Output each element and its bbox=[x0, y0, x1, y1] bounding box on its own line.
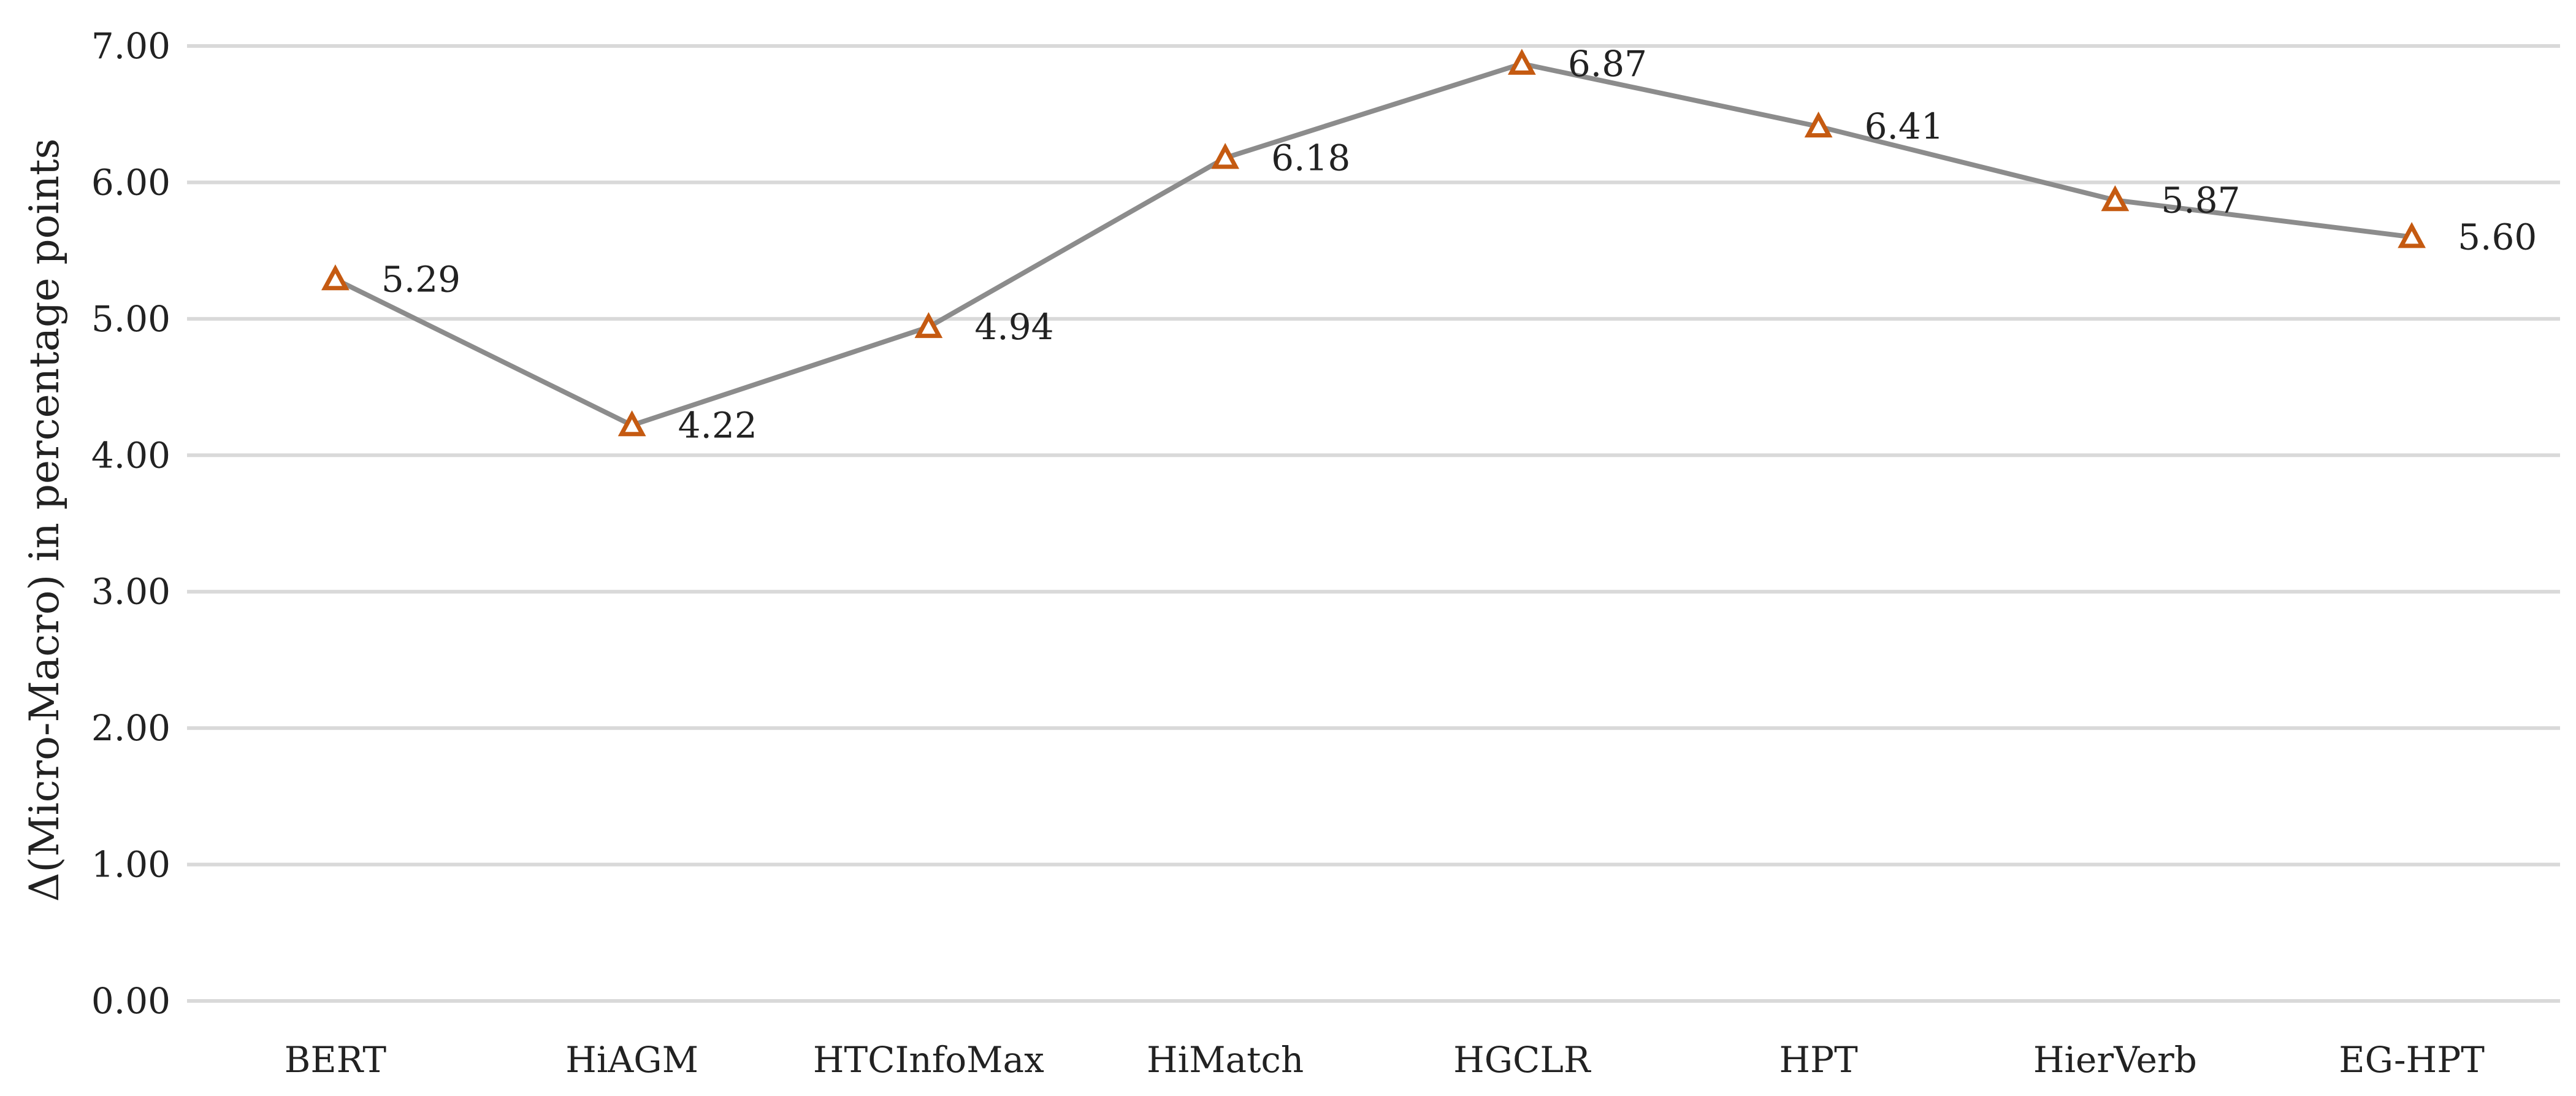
y-axis-ticks: 0.00 1.00 2.00 3.00 4.00 5.00 6.00 7.00 bbox=[91, 25, 170, 1022]
x-tick-label: EG-HPT bbox=[2339, 1039, 2485, 1081]
data-markers bbox=[321, 48, 2426, 437]
y-tick-label: 6.00 bbox=[91, 161, 170, 203]
x-axis-ticks: BERT HiAGM HTCInfoMax HiMatch HGCLR HPT HierVe… bbox=[285, 1039, 2485, 1081]
x-tick-label: BERT bbox=[285, 1039, 387, 1081]
y-tick-label: 0.00 bbox=[91, 980, 170, 1022]
data-value-label: 5.60 bbox=[2458, 216, 2537, 258]
data-value-label: 6.41 bbox=[1865, 105, 1944, 147]
y-tick-label: 1.00 bbox=[91, 844, 170, 886]
y-tick-label: 4.00 bbox=[91, 434, 170, 476]
grid-lines bbox=[187, 44, 2560, 1003]
data-point-marker bbox=[1211, 143, 1239, 169]
data-value-label: 4.22 bbox=[678, 404, 757, 446]
x-tick-label: HTCInfoMax bbox=[813, 1039, 1044, 1081]
data-point-marker bbox=[321, 264, 350, 291]
y-axis-title: Δ(Micro-Macro) in percentage points bbox=[21, 139, 68, 902]
data-value-label: 5.87 bbox=[2161, 179, 2240, 221]
x-tick-label: HierVerb bbox=[2033, 1039, 2197, 1081]
data-value-label: 6.18 bbox=[1271, 137, 1350, 178]
data-point-marker bbox=[1804, 111, 1833, 138]
data-point-marker bbox=[2398, 222, 2426, 248]
y-tick-label: 7.00 bbox=[91, 25, 170, 67]
data-value-label: 5.29 bbox=[381, 258, 461, 300]
y-tick-label: 5.00 bbox=[91, 298, 170, 340]
x-tick-label: HGCLR bbox=[1453, 1039, 1592, 1081]
series-line bbox=[334, 61, 2412, 428]
y-tick-label: 3.00 bbox=[91, 571, 170, 613]
data-point-marker bbox=[914, 312, 943, 339]
data-labels: 5.29 4.22 4.94 6.18 6.87 6.41 5.87 5.60 bbox=[381, 43, 2537, 446]
x-tick-label: HiMatch bbox=[1147, 1039, 1304, 1081]
data-value-label: 6.87 bbox=[1568, 43, 1647, 85]
data-point-marker bbox=[1508, 48, 1536, 75]
x-tick-label: HiAGM bbox=[565, 1039, 698, 1081]
data-point-marker bbox=[617, 410, 646, 437]
x-tick-label: HPT bbox=[1779, 1039, 1858, 1081]
data-point-marker bbox=[2101, 185, 2130, 212]
data-value-label: 4.94 bbox=[974, 306, 1053, 348]
y-tick-label: 2.00 bbox=[91, 707, 170, 749]
